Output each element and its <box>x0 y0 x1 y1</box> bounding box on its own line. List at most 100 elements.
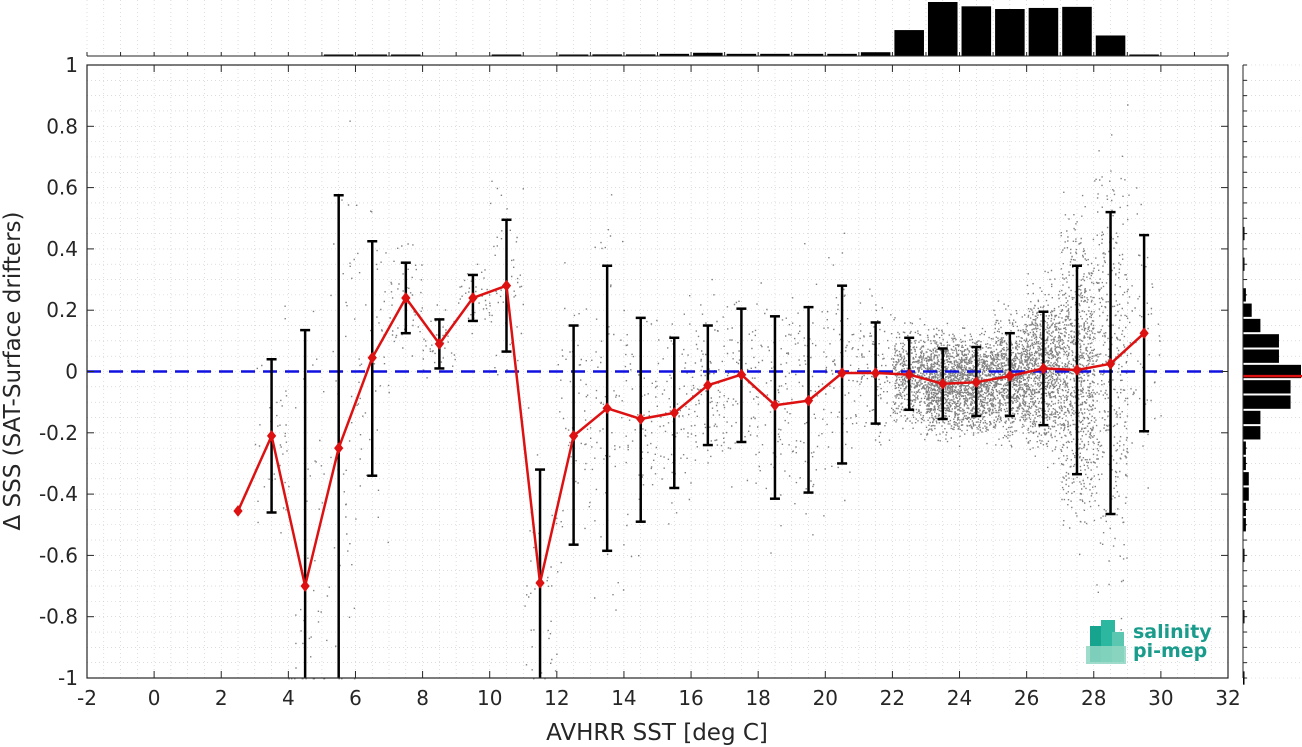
top-hist-bar <box>961 6 992 57</box>
mean-point <box>938 377 948 390</box>
mean-point <box>1105 358 1116 370</box>
top-hist-bar <box>927 2 958 56</box>
y-axis: -1 -0.8 -0.6 -0.4 -0.2 0 0.2 0.4 0.6 0.8 1 <box>39 53 1228 690</box>
right-hist-bar <box>1243 226 1245 241</box>
logo-mark-icon <box>1086 620 1126 664</box>
right-hist-bar <box>1243 671 1245 685</box>
x-tick-label: 26 <box>1014 686 1039 710</box>
top-hist-bar <box>1062 6 1092 56</box>
x-tick-label: 22 <box>880 686 905 710</box>
mean-point <box>770 399 780 412</box>
mean-point <box>636 413 646 425</box>
right-hist-bar <box>1243 456 1246 471</box>
top-histogram <box>86 0 1229 57</box>
mean-point <box>535 577 545 589</box>
mean-point <box>468 292 478 304</box>
x-axis: -2 0 2 4 6 8 10 12 14 16 18 20 22 24 26 28 30 32 <box>77 65 1241 710</box>
top-hist-bar <box>1095 35 1126 56</box>
right-hist-bar <box>1243 303 1252 317</box>
mean-point <box>703 379 713 392</box>
right-hist-bar <box>1243 334 1279 348</box>
mean-point <box>334 442 344 454</box>
mean-point <box>434 338 445 350</box>
top-hist-bar <box>693 52 723 56</box>
right-hist-bar <box>1243 548 1245 563</box>
y-tick-label: 0.2 <box>46 298 78 322</box>
right-hist-bar <box>1243 364 1301 379</box>
right-hist-bar <box>1243 487 1249 501</box>
x-tick-label: -2 <box>77 686 97 710</box>
scatter-cloud <box>254 104 1162 680</box>
mean-point <box>300 580 310 592</box>
right-hist-bar <box>1243 380 1291 394</box>
y-tick-label: -1 <box>58 666 78 690</box>
mean-point <box>904 368 914 381</box>
scatter-points <box>254 104 1162 680</box>
mean-point <box>233 505 243 517</box>
mean-point <box>971 376 981 389</box>
x-tick-label: 30 <box>1148 686 1173 710</box>
mean-point <box>870 367 881 379</box>
top-hist-bar <box>491 54 522 56</box>
right-hist-bar <box>1243 610 1245 624</box>
mean-point <box>1005 370 1015 382</box>
x-tick-label: 0 <box>148 686 161 710</box>
right-hist-bar <box>1243 288 1246 302</box>
mean-point <box>803 394 814 407</box>
right-histogram <box>1242 64 1302 685</box>
mean-point <box>1139 327 1149 339</box>
y-tick-label: 1 <box>65 53 78 77</box>
top-hist-bar <box>592 54 622 56</box>
mean-line <box>236 284 1145 588</box>
x-tick-label: 18 <box>745 686 770 710</box>
right-hist-bar <box>1243 349 1279 363</box>
x-axis-label: AVHRR SST [deg C] <box>546 720 768 746</box>
y-tick-label: 0.4 <box>46 237 78 261</box>
top-hist-bar <box>827 53 857 56</box>
top-hist-bar <box>357 54 388 56</box>
y-tick-label: -0.4 <box>39 482 78 506</box>
mean-point <box>501 279 512 292</box>
right-hist-bar <box>1243 395 1291 409</box>
mean-point <box>837 367 847 379</box>
right-hist-bar <box>1243 441 1246 455</box>
logo-text-pi-mep: pi-mep <box>1133 640 1207 662</box>
mean-point <box>669 407 679 419</box>
mean-markers <box>233 279 1149 592</box>
top-hist-bar <box>726 53 757 56</box>
x-tick-label: 6 <box>349 686 362 710</box>
right-hist-bar <box>1243 410 1261 425</box>
x-tick-label: 16 <box>678 686 703 710</box>
x-tick-label: 4 <box>282 686 295 710</box>
top-hist-bar <box>860 52 891 56</box>
top-hist-bar <box>1028 7 1059 57</box>
mean-point <box>568 430 579 442</box>
x-tick-label: 14 <box>611 686 636 710</box>
y-tick-label: 0.8 <box>46 114 78 138</box>
mean-point <box>736 368 747 381</box>
x-tick-label: 24 <box>947 686 972 710</box>
x-tick-label: 12 <box>544 686 569 710</box>
y-tick-label: 0.6 <box>46 176 78 200</box>
top-hist-bar <box>894 30 924 56</box>
top-hist-bar <box>793 53 824 56</box>
right-hist-bar <box>1243 426 1261 440</box>
mean-point <box>1072 364 1082 376</box>
x-tick-label: 2 <box>215 686 228 710</box>
mean-point <box>1038 362 1049 375</box>
right-hist-bar <box>1243 318 1261 333</box>
y-axis-label: Δ SSS (SAT-Surface drifters) <box>0 212 26 531</box>
right-hist-bar <box>1243 472 1249 486</box>
mean-point <box>367 351 377 364</box>
top-hist-bar <box>625 54 656 56</box>
mean-point <box>602 402 612 415</box>
y-tick-label: -0.6 <box>39 543 78 567</box>
y-tick-label: 0 <box>65 360 78 384</box>
right-hist-bar <box>1243 518 1246 532</box>
right-hist-bar <box>1243 257 1245 271</box>
salinity-pi-mep-logo: salinity pi-mep <box>1086 620 1212 664</box>
top-hist-bar <box>995 9 1025 56</box>
top-hist-bar <box>659 53 690 56</box>
x-tick-label: 8 <box>416 686 429 710</box>
